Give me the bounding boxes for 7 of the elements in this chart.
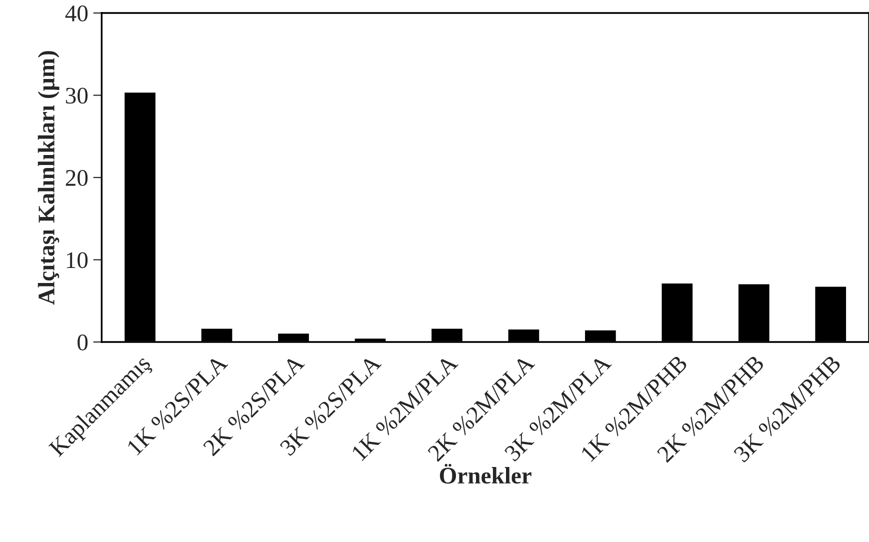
y-tick-label: 40 — [65, 6, 88, 22]
y-axis-title: Alçıtaşı Kalınlıkları (µm) — [38, 51, 60, 305]
y-tick-label: 0 — [78, 334, 88, 350]
y-tick-label: 30 — [66, 88, 88, 104]
x-axis-title: Örnekler — [440, 464, 532, 484]
y-tick-label: 20 — [66, 170, 88, 186]
y-tick-label: 10 — [66, 252, 88, 268]
